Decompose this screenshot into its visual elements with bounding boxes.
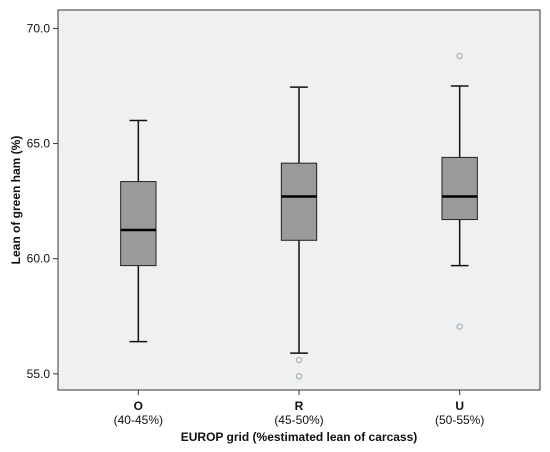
x-axis: O(40-45%) R(45-50%) U(50-55%) (114, 390, 484, 427)
y-axis-title: Lean of green ham (%) (9, 136, 23, 265)
x-tick-label: U (455, 399, 464, 413)
box-R (280, 86, 318, 380)
x-tick-label: O (134, 399, 143, 413)
x-tick-sublabel: (40-45%) (114, 413, 163, 427)
outlier-point (295, 356, 303, 364)
box-iqr (120, 181, 157, 267)
box-iqr (441, 156, 478, 221)
outlier-point (456, 323, 463, 330)
x-tick-label: R (295, 399, 304, 413)
y-tick-label: 65.0 (27, 137, 51, 151)
box-O (120, 119, 157, 343)
y-tick-label: 55.0 (27, 367, 51, 381)
box-U (441, 52, 478, 330)
outlier-point (456, 52, 463, 60)
y-axis: 55.0 60.0 65.0 70.0 (27, 21, 58, 381)
y-tick-label: 70.0 (27, 21, 51, 35)
boxes (120, 52, 478, 380)
outlier-point (295, 372, 303, 380)
x-tick-sublabel: (50-55%) (435, 413, 484, 427)
y-tick-label: 60.0 (27, 252, 51, 266)
box-iqr (280, 162, 318, 241)
x-tick-sublabel: (45-50%) (274, 413, 323, 427)
x-axis-title: EUROP grid (%estimated lean of carcass) (181, 430, 418, 444)
